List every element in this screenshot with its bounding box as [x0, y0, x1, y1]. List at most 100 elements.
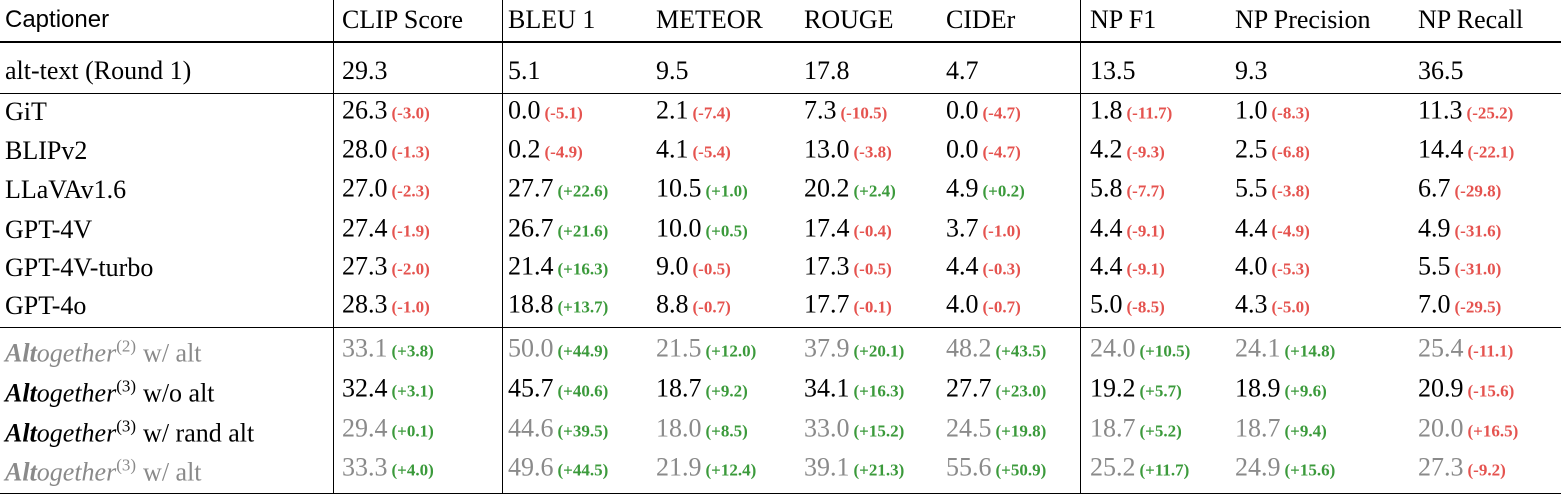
value: 20.0 — [1418, 413, 1464, 443]
label-sup: (2) — [116, 336, 137, 356]
row-label: Altogether(3) w/ alt — [5, 451, 202, 488]
delta: (-7.7) — [1126, 181, 1165, 201]
value: 9.5 — [656, 56, 689, 85]
value: 2.1 — [656, 95, 689, 125]
cell: 21.9 (+12.4) — [656, 453, 756, 486]
delta: (-0.5) — [853, 259, 892, 279]
value: 28.0 — [342, 134, 388, 164]
cell: 44.6 (+39.5) — [508, 414, 608, 447]
value: 6.7 — [1418, 173, 1451, 203]
value: 17.4 — [804, 213, 850, 243]
cell: 20.0 (+16.5) — [1418, 414, 1518, 447]
label-rest: w/ alt — [143, 457, 202, 487]
delta: (-8.3) — [1271, 103, 1310, 123]
value: 27.4 — [342, 213, 388, 243]
delta: (+3.8) — [391, 341, 434, 361]
value: 10.0 — [656, 213, 702, 243]
cell: 7.0 (-29.5) — [1418, 290, 1501, 323]
value: 21.4 — [508, 251, 554, 281]
delta: (+0.5) — [705, 221, 748, 241]
value: 0.0 — [946, 95, 979, 125]
value: 8.8 — [656, 289, 689, 319]
delta: (+44.5) — [557, 460, 609, 480]
cell: 28.3 (-1.0) — [342, 290, 430, 323]
cell: 48.2 (+43.5) — [946, 334, 1046, 367]
cell: 33.0 (+15.2) — [804, 414, 904, 447]
label-rest: w/ rand alt — [143, 418, 255, 448]
delta: (+21.3) — [853, 460, 905, 480]
delta: (-4.9) — [1271, 221, 1310, 241]
value: 5.1 — [508, 56, 541, 85]
value: 49.6 — [508, 452, 554, 482]
value: 5.5 — [1235, 173, 1268, 203]
value: 2.5 — [1235, 134, 1268, 164]
cell: 34.1 (+16.3) — [804, 374, 904, 407]
label-rest: w/ alt — [143, 338, 202, 368]
cell: 25.4 (-11.1) — [1418, 334, 1513, 367]
value: 9.3 — [1235, 56, 1268, 85]
value: 5.5 — [1418, 251, 1451, 281]
cell: 18.9 (+9.6) — [1235, 374, 1327, 407]
cell: 18.7 (+9.2) — [656, 374, 748, 407]
delta: (+9.4) — [1284, 421, 1327, 441]
cell: 5.5 (-31.0) — [1418, 252, 1501, 285]
value: 50.0 — [508, 333, 554, 363]
cell: 4.2 (-9.3) — [1090, 135, 1165, 168]
value: 13.0 — [804, 134, 850, 164]
rule — [0, 327, 1561, 328]
delta: (+2.4) — [853, 181, 896, 201]
rule — [0, 93, 1561, 94]
value: 4.7 — [946, 56, 979, 85]
label-rest: w/o alt — [143, 378, 215, 408]
delta: (-0.7) — [982, 297, 1021, 317]
cell: 21.4 (+16.3) — [508, 252, 608, 285]
delta: (-2.0) — [391, 259, 430, 279]
delta: (+14.8) — [1284, 341, 1336, 361]
cell: 3.7 (-1.0) — [946, 214, 1021, 247]
delta: (-7.4) — [692, 103, 731, 123]
value: 18.0 — [656, 413, 702, 443]
cell: 36.5 — [1418, 56, 1464, 86]
value: 18.9 — [1235, 373, 1281, 403]
value: 28.3 — [342, 289, 388, 319]
cell: 5.5 (-3.8) — [1235, 174, 1310, 207]
value: 0.2 — [508, 134, 541, 164]
delta: (-3.8) — [1271, 181, 1310, 201]
value: 4.0 — [1235, 251, 1268, 281]
label-italic: ogether — [36, 338, 117, 368]
column-header: CLIP Score — [342, 5, 464, 34]
value: 0.0 — [508, 95, 541, 125]
delta: (-5.3) — [1271, 259, 1310, 279]
delta: (+4.0) — [391, 460, 434, 480]
delta: (-15.6) — [1467, 381, 1515, 401]
delta: (+1.0) — [705, 181, 748, 201]
value: 19.2 — [1090, 373, 1136, 403]
value: 27.7 — [946, 373, 992, 403]
cell: 29.4 (+0.1) — [342, 414, 434, 447]
cell: 10.5 (+1.0) — [656, 174, 748, 207]
value: 4.2 — [1090, 134, 1123, 164]
cell: 17.8 — [804, 56, 850, 86]
value: 4.3 — [1235, 289, 1268, 319]
column-header: NP Precision — [1235, 5, 1371, 34]
label-sup: (3) — [116, 455, 137, 475]
cell: 13.5 — [1090, 56, 1136, 86]
rule — [0, 493, 1561, 494]
value: 13.5 — [1090, 56, 1136, 85]
cell: 27.0 (-2.3) — [342, 174, 430, 207]
delta: (+13.7) — [557, 297, 609, 317]
value: 14.4 — [1418, 134, 1464, 164]
delta: (+39.5) — [557, 421, 609, 441]
column-header: METEOR — [656, 5, 763, 34]
cell: 29.3 — [342, 56, 388, 86]
delta: (-0.5) — [692, 259, 731, 279]
cell: 1.8 (-11.7) — [1090, 96, 1172, 129]
value: 4.4 — [946, 251, 979, 281]
cell: 4.4 (-9.1) — [1090, 214, 1165, 247]
cell: 5.8 (-7.7) — [1090, 174, 1165, 207]
rule — [0, 41, 1561, 43]
delta: (+10.5) — [1139, 341, 1191, 361]
value: 27.3 — [342, 251, 388, 281]
cell: 37.9 (+20.1) — [804, 334, 904, 367]
column-rule — [502, 0, 503, 493]
